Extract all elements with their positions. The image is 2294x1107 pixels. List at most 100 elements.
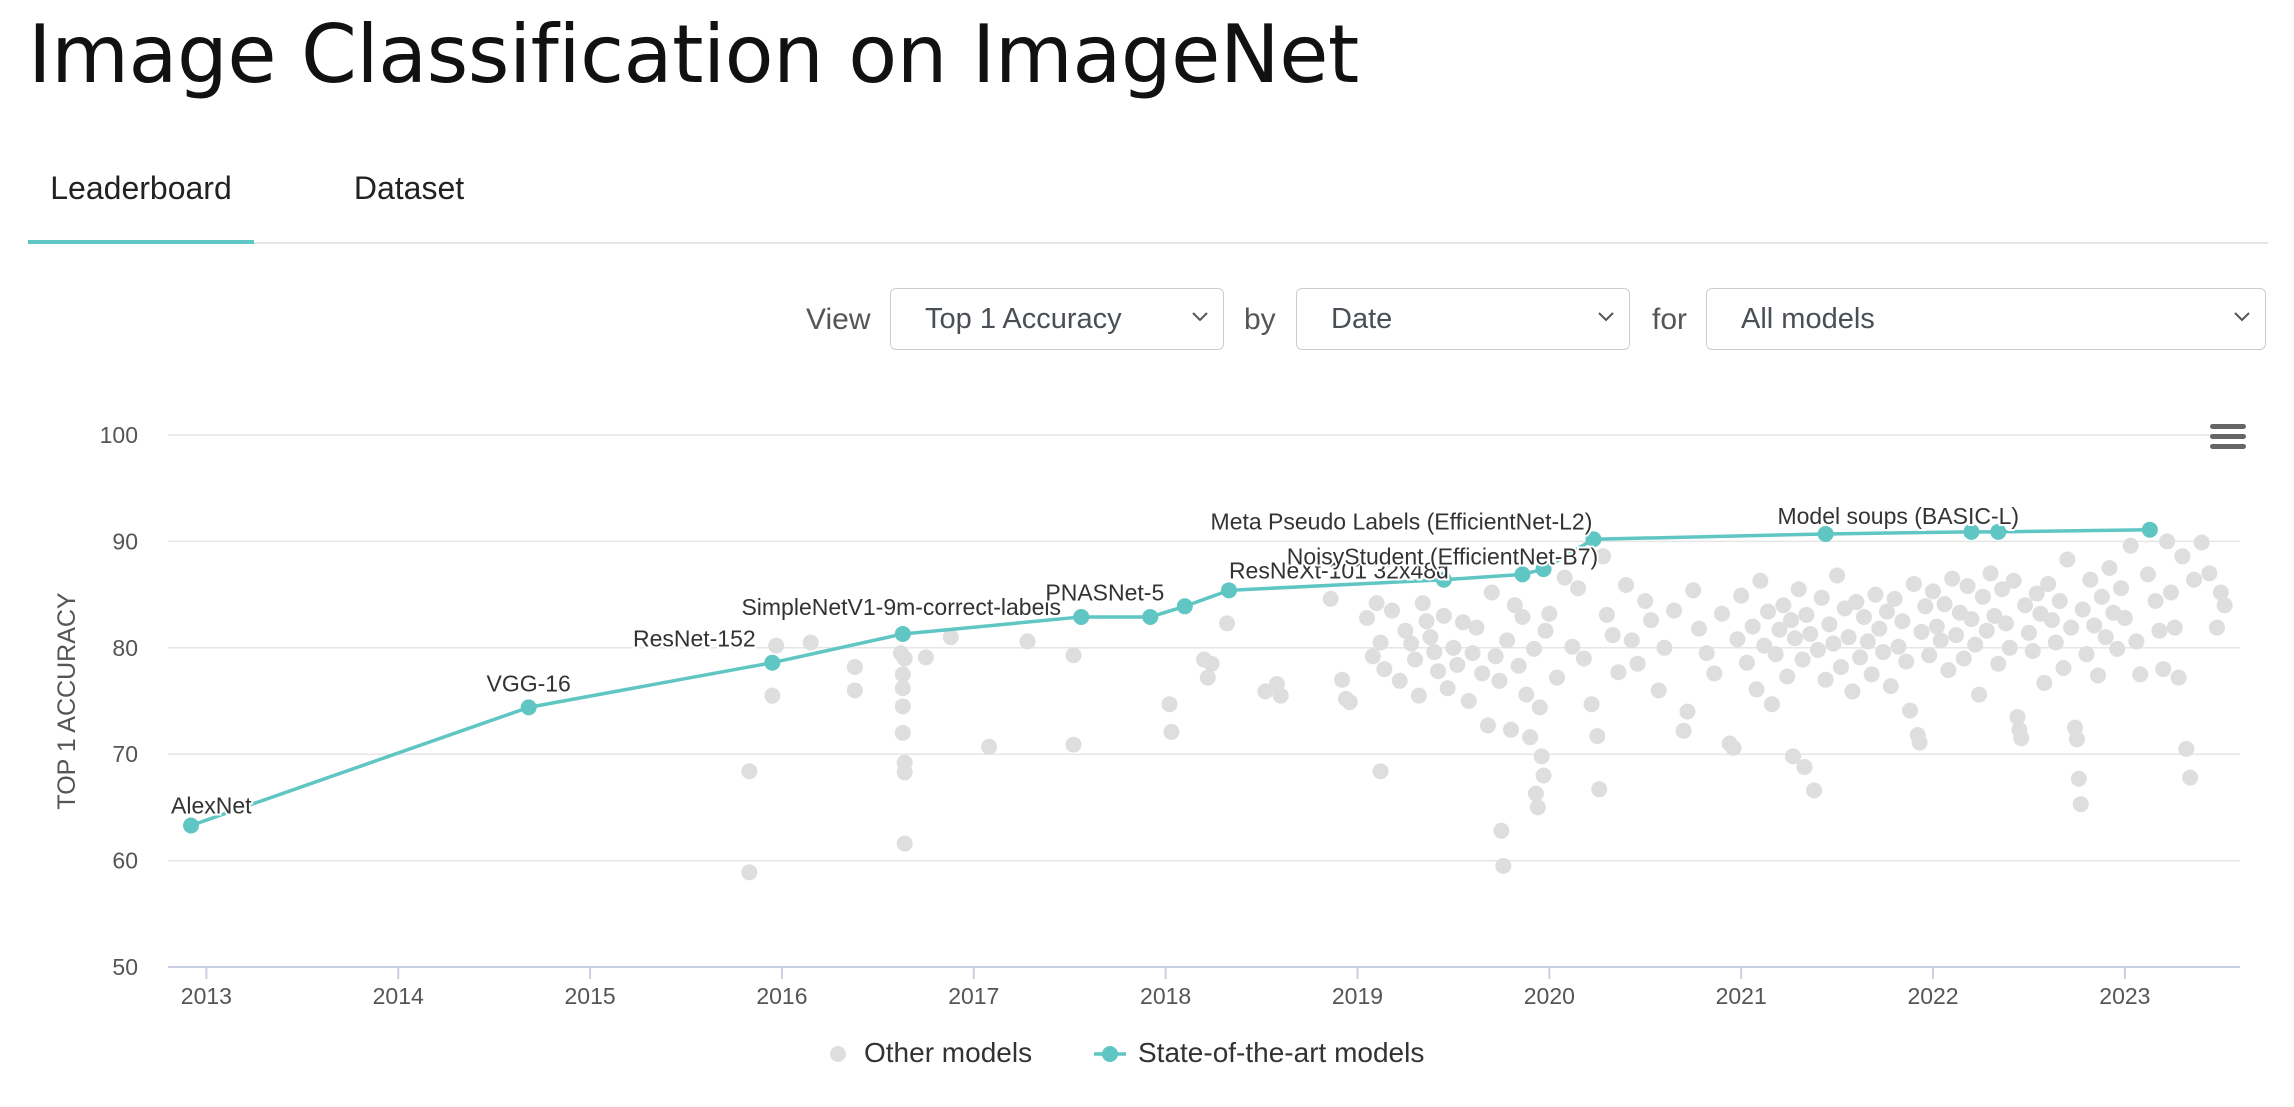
sota-model-point xyxy=(1585,531,1602,548)
other-model-point xyxy=(1161,696,1178,713)
sota-model-point xyxy=(1514,566,1531,583)
other-model-point xyxy=(1430,663,1447,680)
other-model-point xyxy=(2040,575,2057,592)
other-model-point xyxy=(1556,569,1573,586)
menu-bar xyxy=(2210,434,2246,439)
other-model-point xyxy=(1878,603,1895,620)
other-model-point xyxy=(1065,647,1082,664)
sota-model-label: Model soups (BASIC-L) xyxy=(1777,503,2019,529)
other-model-point xyxy=(1589,728,1606,745)
other-model-point xyxy=(1844,683,1861,700)
other-model-point xyxy=(1341,694,1358,711)
other-model-point xyxy=(1272,687,1289,704)
other-model-point xyxy=(1963,611,1980,628)
chart-container: 50 60 70 80 90 100 2013 2014 2015 2016 2017 2018 201… xyxy=(0,390,2294,1102)
other-model-point xyxy=(1372,634,1389,651)
other-model-point xyxy=(1549,669,1566,686)
other-model-point xyxy=(1928,618,1945,635)
other-model-point xyxy=(2159,533,2176,550)
by-select[interactable]: Date xyxy=(1296,288,1630,350)
other-model-point xyxy=(1564,638,1581,655)
other-model-point xyxy=(1859,633,1876,650)
sota-model-point xyxy=(1535,561,1552,578)
other-model-point xyxy=(1570,580,1587,597)
other-model-point xyxy=(1817,671,1834,688)
other-model-point xyxy=(1752,572,1769,589)
other-model-point xyxy=(1911,734,1928,751)
sota-model-label: VGG-16 xyxy=(486,670,570,696)
other-model-point xyxy=(1855,608,1872,625)
other-model-point xyxy=(2174,548,2191,565)
other-model-point xyxy=(1474,665,1491,682)
other-model-point xyxy=(1464,645,1481,662)
other-model-point xyxy=(894,666,911,683)
other-model-point xyxy=(1527,785,1544,802)
sota-model-label: PNASNet-5 xyxy=(1045,579,1164,605)
other-model-point xyxy=(1439,680,1456,697)
other-model-point xyxy=(1698,645,1715,662)
for-select[interactable]: All models xyxy=(1706,288,2266,350)
other-model-point xyxy=(1867,586,1884,603)
sota-model-point xyxy=(764,654,781,671)
other-model-point xyxy=(1898,653,1915,670)
other-model-point xyxy=(1882,678,1899,695)
other-model-point xyxy=(1403,635,1420,652)
by-label: by xyxy=(1244,303,1276,336)
view-select[interactable]: Top 1 Accuracy xyxy=(890,288,1224,350)
other-model-point xyxy=(1690,620,1707,637)
other-model-point xyxy=(1483,584,1500,601)
other-model-point xyxy=(1760,603,1777,620)
sota-model-label: ResNet-152 xyxy=(633,626,756,652)
other-model-point xyxy=(1418,613,1435,630)
other-model-point xyxy=(1675,722,1692,739)
other-model-point xyxy=(2093,588,2110,605)
chart-legend: Other models State-of-the-art models xyxy=(830,1037,1424,1068)
other-model-point xyxy=(1618,577,1635,594)
chevron-down-icon xyxy=(1192,312,1208,322)
other-model-point xyxy=(1537,622,1554,639)
other-model-point xyxy=(1921,647,1938,664)
other-model-point xyxy=(1971,686,1988,703)
other-model-point xyxy=(2101,560,2118,576)
axes: 50 60 70 80 90 100 2013 2014 2015 2016 2017 2018 201… xyxy=(53,422,2240,1009)
other-model-point xyxy=(917,649,934,666)
other-models-points xyxy=(741,533,2233,881)
other-model-point xyxy=(1829,567,1846,584)
other-model-point xyxy=(2208,619,2225,636)
other-model-point xyxy=(1959,578,1976,595)
y-tick-label: 80 xyxy=(112,635,138,661)
other-model-point xyxy=(1629,655,1646,672)
sota-model-label: NoisyStudent (EfficientNet-B7) xyxy=(1287,543,1599,569)
other-model-point xyxy=(846,658,863,675)
sota-model-point xyxy=(1963,523,1980,540)
other-model-point xyxy=(2005,572,2022,589)
other-model-point xyxy=(1219,615,1236,632)
other-model-point xyxy=(1986,607,2003,624)
tab-dataset[interactable]: Dataset xyxy=(353,170,465,206)
other-model-point xyxy=(1796,758,1813,775)
other-model-point xyxy=(1771,621,1788,638)
menu-bar xyxy=(2210,444,2246,449)
other-model-point xyxy=(1925,583,1942,600)
other-model-point xyxy=(2043,612,2060,629)
other-model-point xyxy=(2170,669,2187,686)
chart-menu-icon[interactable] xyxy=(2210,424,2246,449)
other-model-point xyxy=(2059,551,2076,568)
other-model-point xyxy=(1978,622,1995,639)
x-tick-label: 2015 xyxy=(564,983,615,1009)
other-model-point xyxy=(1786,630,1803,647)
other-model-point xyxy=(2155,661,2172,678)
other-model-point xyxy=(1643,612,1660,629)
other-model-point xyxy=(1784,748,1801,765)
other-model-point xyxy=(2070,770,2087,787)
tab-leaderboard[interactable]: Leaderboard xyxy=(28,162,254,244)
other-model-point xyxy=(1495,857,1512,874)
view-label: View xyxy=(806,303,871,336)
other-model-point xyxy=(1637,592,1654,609)
other-model-point xyxy=(1936,596,1953,613)
other-model-point xyxy=(1499,632,1516,649)
x-tick-label: 2016 xyxy=(756,983,807,1009)
menu-bar xyxy=(2210,424,2246,429)
other-model-point xyxy=(1821,616,1838,633)
other-model-point xyxy=(1514,608,1531,625)
